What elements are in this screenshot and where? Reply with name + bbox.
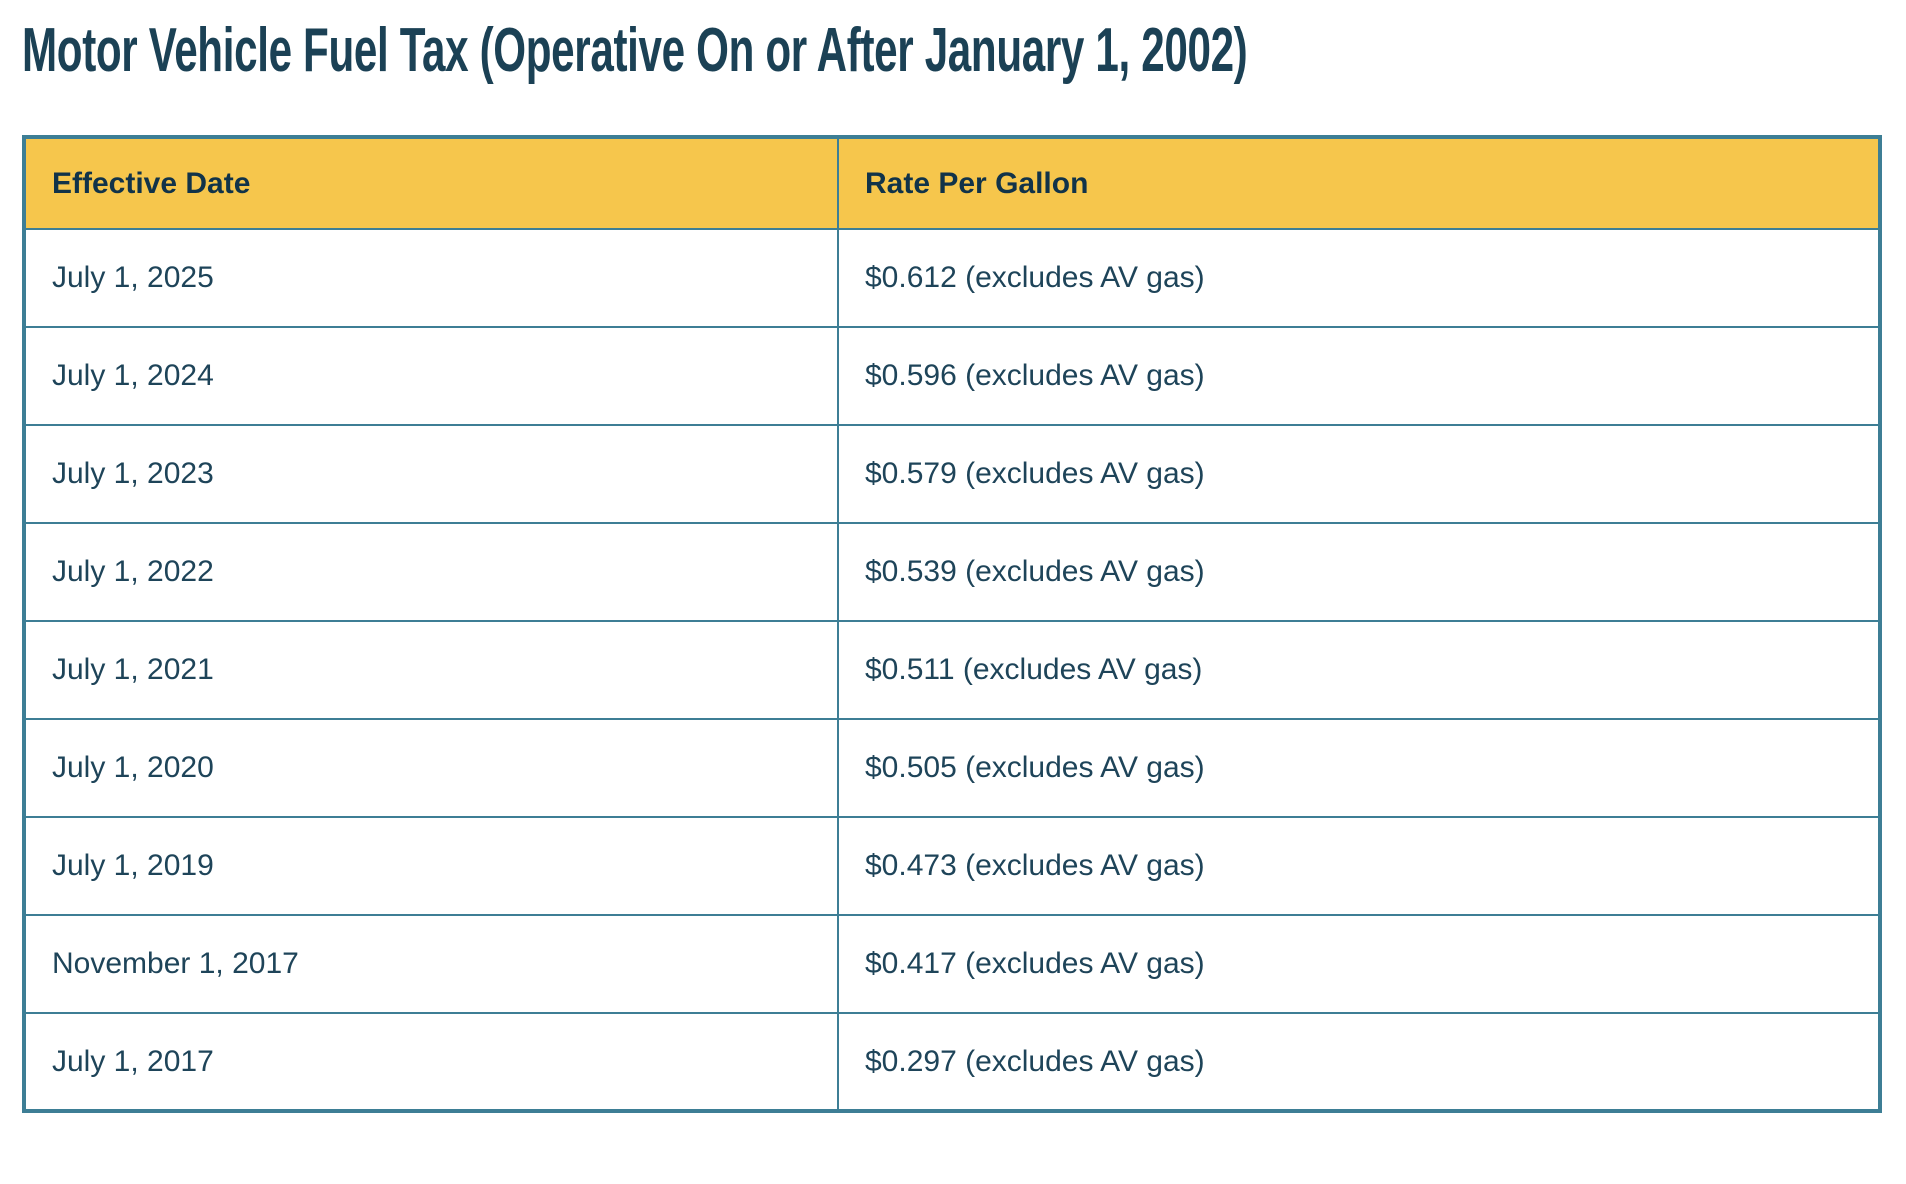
table-header: Effective Date Rate Per Gallon [23, 136, 1881, 231]
rate-cell: $0.579 (excludes AV gas) [837, 424, 1881, 525]
effective-date-cell: July 1, 2020 [23, 718, 839, 819]
effective-date-cell: July 1, 2023 [23, 424, 839, 525]
column-header-effective-date: Effective Date [23, 136, 839, 231]
rate-cell: $0.505 (excludes AV gas) [837, 718, 1881, 819]
effective-date-cell: July 1, 2025 [23, 228, 839, 329]
table-row: July 1, 2024 $0.596 (excludes AV gas) [23, 326, 1881, 427]
effective-date-cell: July 1, 2019 [23, 816, 839, 917]
effective-date-cell: July 1, 2021 [23, 620, 839, 721]
rate-cell: $0.473 (excludes AV gas) [837, 816, 1881, 917]
effective-date-cell: July 1, 2024 [23, 326, 839, 427]
table-row: July 1, 2025 $0.612 (excludes AV gas) [23, 228, 1881, 329]
table-row: July 1, 2023 $0.579 (excludes AV gas) [23, 424, 1881, 525]
rate-cell: $0.596 (excludes AV gas) [837, 326, 1881, 427]
table-row: July 1, 2020 $0.505 (excludes AV gas) [23, 718, 1881, 819]
rate-cell: $0.511 (excludes AV gas) [837, 620, 1881, 721]
table-body: July 1, 2025 $0.612 (excludes AV gas) Ju… [23, 228, 1881, 1113]
effective-date-cell: November 1, 2017 [23, 914, 839, 1015]
column-header-rate-per-gallon: Rate Per Gallon [837, 136, 1881, 231]
rate-cell: $0.297 (excludes AV gas) [837, 1012, 1881, 1113]
table-row: July 1, 2019 $0.473 (excludes AV gas) [23, 816, 1881, 917]
page-container: Motor Vehicle Fuel Tax (Operative On or … [22, 16, 1882, 1114]
effective-date-cell: July 1, 2022 [23, 522, 839, 623]
page-title: Motor Vehicle Fuel Tax (Operative On or … [22, 16, 1248, 85]
table-header-row: Effective Date Rate Per Gallon [23, 136, 1881, 231]
table-row: July 1, 2022 $0.539 (excludes AV gas) [23, 522, 1881, 623]
fuel-tax-table: Effective Date Rate Per Gallon July 1, 2… [22, 135, 1882, 1114]
table-row: July 1, 2017 $0.297 (excludes AV gas) [23, 1012, 1881, 1113]
table-row: November 1, 2017 $0.417 (excludes AV gas… [23, 914, 1881, 1015]
rate-cell: $0.539 (excludes AV gas) [837, 522, 1881, 623]
rate-cell: $0.612 (excludes AV gas) [837, 228, 1881, 329]
rate-cell: $0.417 (excludes AV gas) [837, 914, 1881, 1015]
table-row: July 1, 2021 $0.511 (excludes AV gas) [23, 620, 1881, 721]
effective-date-cell: July 1, 2017 [23, 1012, 839, 1113]
